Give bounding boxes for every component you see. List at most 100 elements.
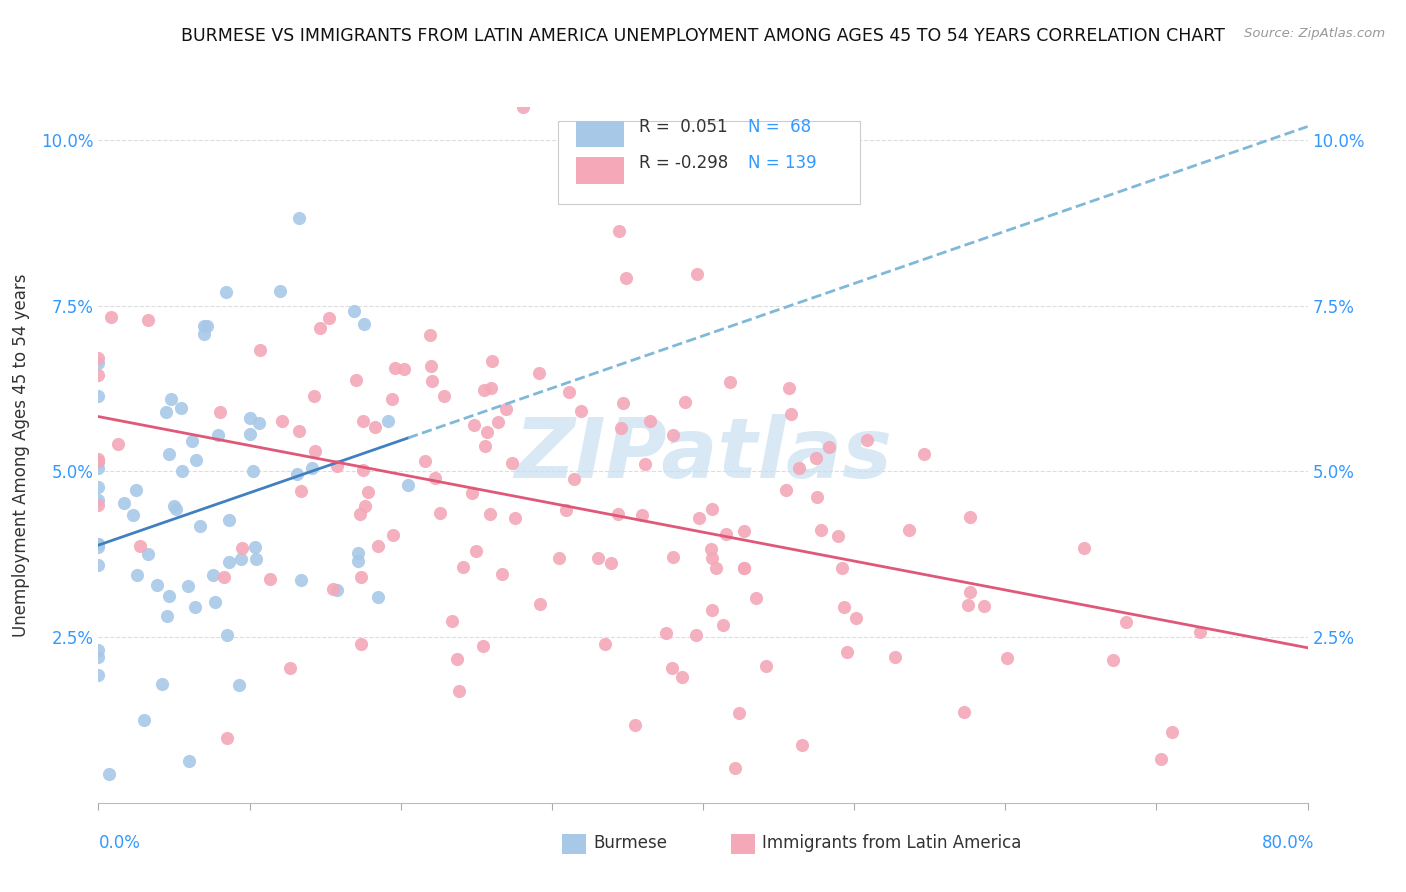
Point (463, 417, 485, 432)
Point (136, 547, 159, 561)
Point (318, 311, 340, 326)
Point (169, 401, 191, 415)
Point (304, 388, 326, 402)
FancyBboxPatch shape (576, 121, 624, 147)
Point (1115, 615, 1137, 629)
Point (215, 285, 238, 299)
Point (755, 659, 778, 673)
Point (419, 359, 441, 373)
Point (112, 496, 135, 510)
Point (136, 312, 159, 326)
Point (686, 267, 709, 281)
Point (159, 392, 181, 407)
Point (973, 599, 995, 613)
Point (129, 539, 152, 553)
Point (270, 414, 292, 428)
Point (87, 643, 110, 657)
Point (218, 555, 240, 569)
Point (440, 614, 463, 628)
Y-axis label: Unemployment Among Ages 45 to 54 years: Unemployment Among Ages 45 to 54 years (11, 273, 30, 637)
Point (912, 447, 935, 461)
Point (107, 436, 129, 450)
Point (711, 617, 734, 632)
Point (610, 421, 633, 435)
Point (447, 684, 470, 698)
Point (787, 460, 810, 475)
Text: R = -0.298: R = -0.298 (638, 154, 728, 172)
Point (433, 389, 456, 403)
Point (1188, 625, 1211, 640)
Point (377, 414, 399, 428)
Point (242, 464, 264, 478)
Point (655, 626, 678, 640)
Point (495, 401, 517, 416)
Point (239, 410, 262, 425)
Point (995, 651, 1018, 665)
Point (156, 609, 179, 624)
Point (831, 561, 853, 575)
Point (157, 448, 180, 462)
Point (1160, 725, 1182, 739)
Point (505, 511, 527, 525)
Point (953, 705, 976, 719)
Point (228, 678, 250, 692)
Point (491, 567, 513, 582)
Point (856, 433, 879, 447)
Point (733, 524, 755, 539)
Point (326, 582, 349, 597)
Point (384, 360, 406, 375)
Point (1102, 652, 1125, 666)
FancyBboxPatch shape (558, 121, 860, 204)
Point (344, 373, 367, 387)
Point (347, 554, 370, 568)
Point (547, 551, 569, 566)
Point (326, 458, 349, 473)
Point (349, 508, 371, 522)
Point (204, 595, 226, 609)
Point (87, 537, 110, 551)
Point (957, 598, 980, 612)
Point (301, 461, 323, 475)
Point (486, 415, 509, 429)
Point (1073, 541, 1095, 555)
Point (959, 585, 981, 599)
Point (804, 451, 827, 466)
Point (87, 558, 110, 572)
Point (202, 568, 225, 582)
Point (718, 375, 741, 389)
Point (959, 509, 981, 524)
Point (396, 478, 419, 492)
Point (87, 498, 110, 512)
Point (630, 508, 652, 523)
Point (207, 428, 229, 442)
Point (87, 368, 110, 382)
Point (607, 224, 630, 238)
Point (163, 499, 186, 513)
Point (420, 374, 443, 388)
Point (700, 542, 723, 557)
Point (350, 637, 373, 651)
Text: Burmese: Burmese (593, 834, 668, 852)
Point (688, 511, 710, 525)
Point (529, 597, 551, 611)
Point (835, 645, 858, 659)
Point (481, 354, 503, 368)
Point (429, 506, 451, 520)
Point (451, 559, 474, 574)
Point (501, 456, 523, 470)
Point (87, 649, 110, 664)
Point (704, 560, 727, 574)
Point (208, 405, 231, 419)
Point (346, 546, 368, 560)
Point (184, 599, 207, 614)
Point (780, 407, 803, 421)
Point (724, 761, 747, 775)
Point (558, 384, 581, 399)
Point (155, 405, 177, 419)
Point (145, 578, 167, 592)
Point (419, 327, 441, 342)
Point (288, 425, 311, 439)
Point (181, 434, 204, 448)
Point (218, 513, 240, 527)
Point (212, 569, 235, 583)
